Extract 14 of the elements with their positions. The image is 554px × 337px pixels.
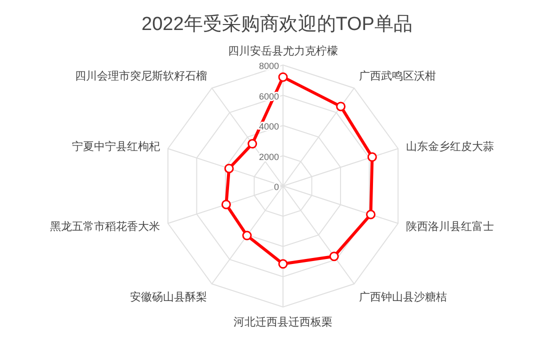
spoke-label: 安徽砀山县酥梨 xyxy=(130,290,207,304)
spoke-label: 黑龙五常市稻花香大米 xyxy=(50,220,160,234)
spoke-label: 广西武鸣区沃柑 xyxy=(359,69,436,82)
spoke-label: 河北迁西县迁西板栗 xyxy=(234,315,332,328)
spoke-label: 广西钟山县沙糖桔 xyxy=(359,290,448,304)
spoke-label: 山东金乡红皮大蒜 xyxy=(406,140,494,153)
spoke-label: 四川安岳县尤力克柠檬 xyxy=(228,44,338,58)
spoke-label: 宁夏中宁县红枸杞 xyxy=(72,140,160,153)
y-tick-label: 0 xyxy=(274,182,279,192)
spoke-label: 四川会理市突尼斯软籽石榴 xyxy=(74,69,207,82)
chart-title: 2022年受采购商欢迎的TOP单品 xyxy=(142,13,412,35)
y-tick-label: 2000 xyxy=(258,152,279,162)
spoke-label: 陕西洛川县红富士 xyxy=(406,220,494,234)
y-tick-label: 8000 xyxy=(258,61,279,71)
